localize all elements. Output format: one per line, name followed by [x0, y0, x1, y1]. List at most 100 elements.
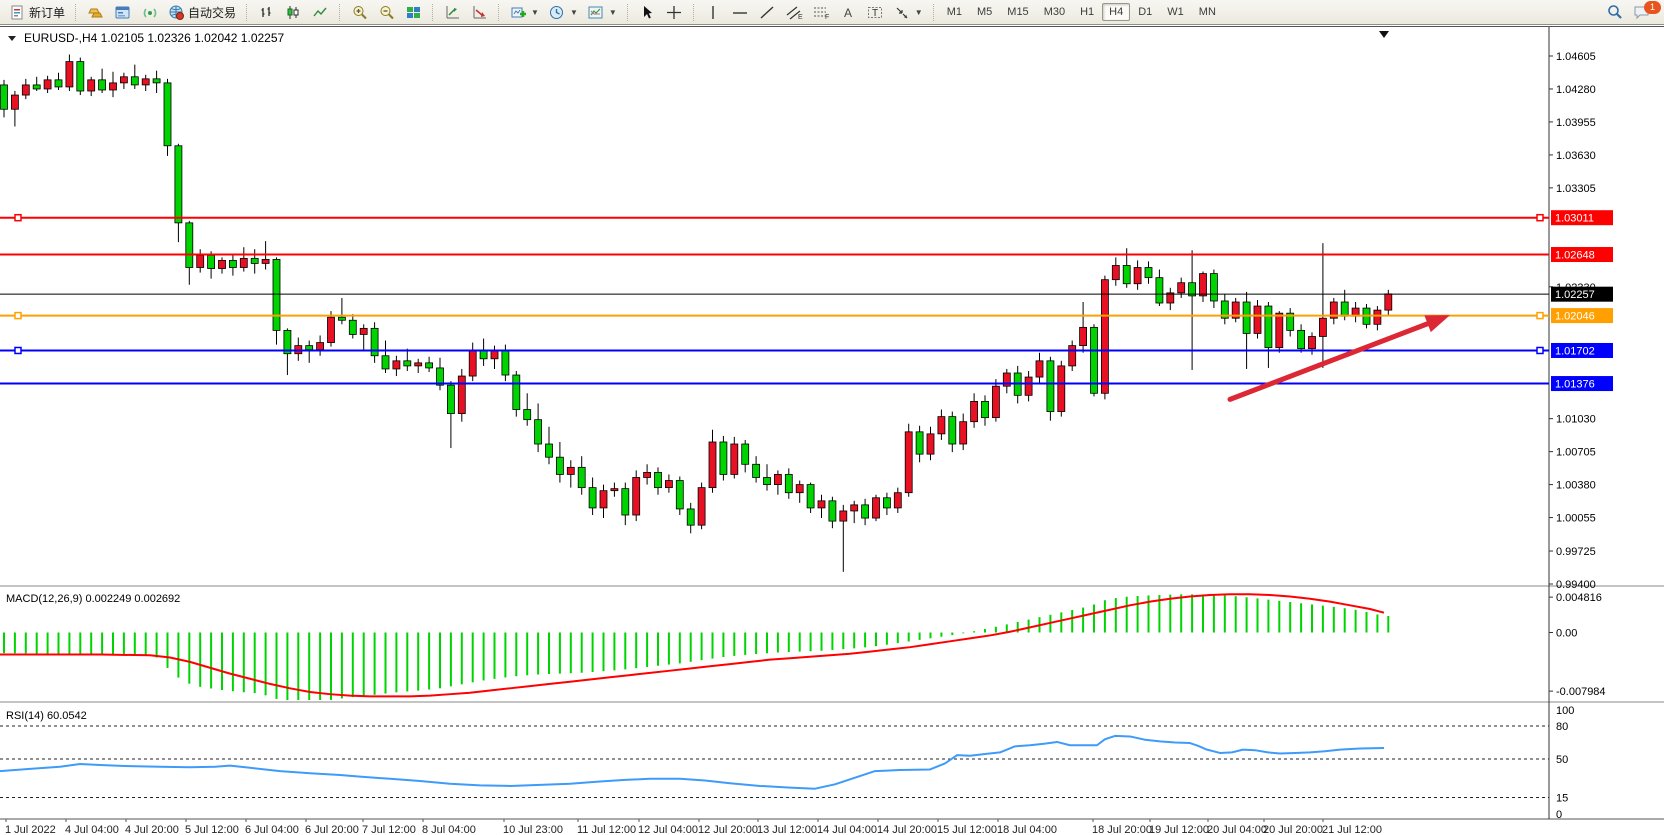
svg-text:A: A	[844, 6, 852, 20]
svg-text:7 Jul 12:00: 7 Jul 12:00	[362, 824, 416, 835]
signals-button[interactable]	[136, 1, 163, 23]
template-icon	[588, 4, 605, 21]
fibonacci-tool-button[interactable]: F	[808, 1, 835, 23]
svg-text:1.03305: 1.03305	[1556, 183, 1596, 195]
price-badge	[1551, 247, 1613, 263]
rsi-pane: 100 80 50 15 0 RSI(14) 60.0542	[0, 705, 1574, 821]
time-axis: 1 Jul 2022 4 Jul 04:00 4 Jul 20:00 5 Jul 12…	[5, 819, 1382, 835]
svg-text:13 Jul 12:00: 13 Jul 12:00	[757, 824, 817, 835]
period-button[interactable]: ▼	[544, 1, 583, 23]
price-badge	[1551, 210, 1613, 226]
toolbar-separator	[339, 3, 341, 21]
price-axis: 1.046051.042801.039551.036301.033051.023…	[1549, 51, 1613, 591]
zoom-out-icon	[378, 4, 395, 21]
timeframe-button-m5[interactable]: M5	[977, 6, 993, 18]
svg-text:100: 100	[1556, 705, 1574, 717]
symbol-dropdown-arrow[interactable]	[8, 36, 16, 41]
svg-text:12 Jul 20:00: 12 Jul 20:00	[698, 824, 758, 835]
trendline-tool-button[interactable]	[754, 1, 781, 23]
deposit-button[interactable]	[82, 1, 109, 23]
timeframe-button-h1[interactable]: H1	[1080, 6, 1095, 18]
price-badge	[1551, 308, 1613, 324]
svg-text:1.01702: 1.01702	[1555, 345, 1595, 357]
timeframe-button-h4[interactable]: H4	[1102, 3, 1131, 21]
candles-layer	[0, 54, 1393, 572]
vertical-line-tool-button[interactable]	[700, 1, 727, 23]
macd-label: MACD(12,26,9) 0.002249 0.002692	[6, 593, 180, 605]
tile-windows-button[interactable]	[400, 1, 427, 23]
svg-text:8 Jul 04:00: 8 Jul 04:00	[422, 824, 476, 835]
dropdown-caret: ▼	[608, 7, 617, 17]
svg-text:F: F	[825, 14, 829, 20]
label-tool-button[interactable]: T	[862, 1, 889, 23]
text-tool-button[interactable]: A	[835, 1, 862, 23]
notifications-button[interactable]: 1	[1628, 1, 1661, 22]
terminal-window-button[interactable]	[109, 1, 136, 23]
price-badge	[1551, 342, 1613, 358]
timeframe-button-d1[interactable]: D1	[1138, 6, 1153, 18]
timeframe-button-m1[interactable]: M1	[946, 6, 962, 18]
terminal-window-icon	[114, 4, 131, 21]
chart-shift-button[interactable]	[439, 1, 466, 23]
chart-title: EURUSD-,H4 1.02105 1.02326 1.02042 1.022…	[24, 31, 285, 45]
zoom-in-button[interactable]	[346, 1, 373, 23]
rsi-line	[0, 734, 1385, 790]
svg-text:19 Jul 12:00: 19 Jul 12:00	[1149, 824, 1209, 835]
timeframe-button-m15[interactable]: M15	[1007, 6, 1029, 18]
clock-icon	[549, 4, 566, 21]
chart-arrow-down-icon	[471, 4, 488, 21]
svg-text:15 Jul 12:00: 15 Jul 12:00	[937, 824, 997, 835]
notification-badge: 1	[1644, 1, 1661, 14]
toolbar-separator	[498, 3, 500, 21]
cursor-tool-button[interactable]	[634, 1, 661, 23]
price-badge	[1551, 376, 1613, 392]
svg-text:0.99400: 0.99400	[1556, 579, 1596, 591]
line-chart-mode-button[interactable]	[307, 1, 334, 23]
svg-text:18 Jul 20:00: 18 Jul 20:00	[1092, 824, 1152, 835]
svg-text:20 Jul 04:00: 20 Jul 04:00	[1207, 824, 1267, 835]
rsi-label: RSI(14) 60.0542	[6, 710, 87, 722]
svg-text:21 Jul 12:00: 21 Jul 12:00	[1322, 824, 1382, 835]
equidistant-channel-icon: E	[786, 4, 803, 21]
search-button[interactable]	[1601, 1, 1628, 23]
signals-icon	[141, 4, 158, 21]
new-order-button[interactable]: 新订单	[4, 1, 70, 23]
dropdown-caret: ▼	[569, 7, 578, 17]
toolbar-separator	[432, 3, 434, 21]
svg-text:1.04605: 1.04605	[1556, 51, 1596, 63]
new-order-label: 新订单	[29, 5, 66, 20]
chart-autoscroll-button[interactable]	[466, 1, 493, 23]
template-button[interactable]: ▼	[583, 1, 622, 23]
timeframe-button-m30[interactable]: M30	[1043, 6, 1066, 18]
auto-trading-button[interactable]: 自动交易	[163, 1, 241, 23]
dropdown-caret: ▼	[531, 7, 539, 17]
horizontal-line-tool-button[interactable]	[727, 1, 754, 23]
timeframe-button-mn[interactable]: MN	[1198, 6, 1216, 18]
candlestick-mode-button[interactable]	[280, 1, 307, 23]
price-chart[interactable]: 1.046051.042801.039551.036301.033051.023…	[0, 27, 1664, 835]
svg-text:10 Jul 23:00: 10 Jul 23:00	[503, 824, 563, 835]
timeframe-button-w1[interactable]: W1	[1167, 6, 1184, 18]
hline-objects[interactable]	[0, 213, 1549, 385]
svg-text:4 Jul 20:00: 4 Jul 20:00	[125, 824, 179, 835]
macd-signal-line	[0, 593, 1385, 698]
trend-arrow[interactable]	[1227, 315, 1450, 402]
svg-text:-0.007984: -0.007984	[1556, 686, 1606, 698]
svg-text:1.02648: 1.02648	[1555, 250, 1595, 262]
new-chart-button[interactable]: ▼	[505, 1, 544, 23]
svg-text:15: 15	[1556, 793, 1568, 805]
toolbar-separator	[75, 3, 77, 21]
zoom-out-button[interactable]	[373, 1, 400, 23]
auto-trading-globe-icon	[168, 4, 185, 21]
svg-text:14 Jul 20:00: 14 Jul 20:00	[877, 824, 937, 835]
macd-pane: 0.004816 0.00 -0.007984 MACD(12,26,9) 0.002…	[0, 592, 1606, 700]
arrows-tool-button[interactable]: ▼	[889, 1, 928, 23]
bar-chart-mode-button[interactable]	[253, 1, 280, 23]
svg-text:12 Jul 04:00: 12 Jul 04:00	[638, 824, 698, 835]
svg-text:1.00055: 1.00055	[1556, 513, 1596, 525]
svg-text:18 Jul 04:00: 18 Jul 04:00	[997, 824, 1057, 835]
crosshair-tool-button[interactable]	[661, 1, 688, 23]
svg-text:T: T	[872, 8, 878, 19]
channel-tool-button[interactable]: E	[781, 1, 808, 23]
